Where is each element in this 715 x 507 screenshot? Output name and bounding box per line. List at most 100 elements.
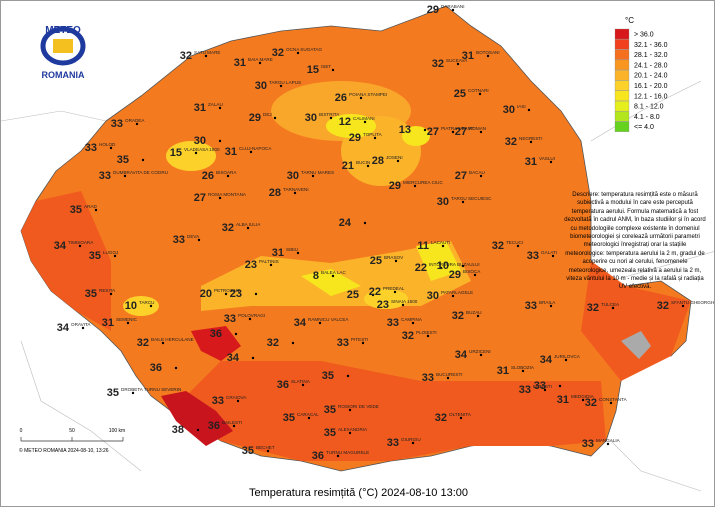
station-value: 33 xyxy=(519,384,531,396)
station-name: MEDGIDIA xyxy=(571,394,595,399)
station-value: 35 xyxy=(324,404,336,416)
station-dot xyxy=(81,326,85,330)
station-value: 15 xyxy=(170,147,182,159)
station-value: 22 xyxy=(415,262,427,274)
legend-swatch xyxy=(614,111,630,122)
legend-label: 8.1 - 12.0 xyxy=(634,104,664,111)
station-value: 32 xyxy=(657,300,669,312)
station-dot xyxy=(529,140,533,144)
station-dot xyxy=(564,358,568,362)
station-name: MANGALIA xyxy=(596,438,621,443)
legend-swatch xyxy=(614,80,630,91)
station-dot xyxy=(269,263,273,267)
station-value: 34 xyxy=(455,349,468,361)
station-value: 30 xyxy=(437,196,449,208)
station-dot xyxy=(336,454,340,458)
station-name: PLOIESTI xyxy=(416,330,437,335)
station-dot xyxy=(113,254,117,258)
station-dot xyxy=(226,174,230,178)
station-dot xyxy=(359,96,363,100)
station-value: 33 xyxy=(525,300,537,312)
station-name: CRAIOVA xyxy=(226,395,247,400)
station-value: 23 xyxy=(377,299,389,311)
station-value: 33 xyxy=(212,395,224,407)
station-value: 32 xyxy=(505,136,517,148)
station-value: 10 xyxy=(437,260,449,272)
station-name: BRASOV xyxy=(384,255,404,260)
station-value: 11 xyxy=(417,240,429,252)
station-value: 33 xyxy=(337,337,349,349)
station-name: ZALAU xyxy=(208,102,223,107)
station-value: 34 xyxy=(57,322,70,334)
legend-swatch xyxy=(614,90,630,101)
station-dot xyxy=(521,369,525,373)
station-dot xyxy=(394,259,398,263)
station-dot xyxy=(479,174,483,178)
station-dot xyxy=(109,146,113,150)
station-dot xyxy=(606,442,610,446)
station-dot xyxy=(318,321,322,325)
station-dot xyxy=(527,108,531,112)
station-value: 25 xyxy=(370,255,382,267)
station-value: 29 xyxy=(427,4,439,16)
station-name: ROMAN xyxy=(469,126,486,131)
station-value: 23 xyxy=(245,259,257,271)
station-value: 30 xyxy=(255,80,267,92)
station-name: TARGU LAPUS xyxy=(269,80,301,85)
station-value: 32 xyxy=(180,50,192,62)
station-value: 29 xyxy=(249,112,261,124)
station-dot xyxy=(251,356,255,360)
station-dot xyxy=(293,191,297,195)
station-dot xyxy=(461,200,465,204)
station-dot xyxy=(363,120,367,124)
station-value: 35 xyxy=(117,154,129,166)
station-name: PATARLAGELE xyxy=(441,290,473,295)
legend-label: 12.1 - 16.0 xyxy=(634,93,668,100)
station-value: 29 xyxy=(349,132,361,144)
station-name: BISOCA xyxy=(463,269,481,274)
station-value: 31 xyxy=(102,317,114,329)
station-value: 23 xyxy=(230,288,242,300)
station-dot xyxy=(301,383,305,387)
station-dot xyxy=(611,306,615,310)
station-name: BISTRITA xyxy=(319,112,340,117)
legend-swatch xyxy=(614,28,630,40)
station-name: TULCEA xyxy=(601,302,620,307)
station-value: 36 xyxy=(312,450,324,462)
station-dot xyxy=(248,317,252,321)
station-dot xyxy=(149,304,153,308)
station-dot xyxy=(135,122,139,126)
station-value: 35 xyxy=(89,250,101,262)
station-name: DEVA xyxy=(187,234,200,239)
station-name: POIANA STAMPEI xyxy=(349,92,387,97)
station-value: 22 xyxy=(369,286,381,298)
station-name: FETESTI xyxy=(533,384,552,389)
station-value: 32 xyxy=(492,240,504,252)
station-name: LACAUTI xyxy=(431,240,450,245)
station-value: 36 xyxy=(210,328,222,340)
station-name: CALIMANI xyxy=(353,116,375,121)
station-dot xyxy=(451,8,455,12)
station-dot xyxy=(516,244,520,248)
station-name: HOLOD xyxy=(99,142,116,147)
station-value: 26 xyxy=(202,170,214,182)
station-dot xyxy=(361,341,365,345)
station-value: 34 xyxy=(540,354,553,366)
station-dot xyxy=(396,159,400,163)
station-value: 20 xyxy=(200,288,212,300)
station-value: 31 xyxy=(462,50,474,62)
station-value: 33 xyxy=(534,380,546,392)
legend-label: 24.1 - 28.0 xyxy=(634,62,668,69)
station-dot xyxy=(291,341,295,345)
station-name: CAMPINA xyxy=(401,317,423,322)
station-dot xyxy=(273,116,277,120)
station-value: 15 xyxy=(307,64,319,76)
station-name: TARNU MARES xyxy=(301,170,334,175)
station-value: 32 xyxy=(587,302,599,314)
station-value: 27 xyxy=(194,192,206,204)
station-name: TARGU SECUIESC xyxy=(451,196,492,201)
station-value: 34 xyxy=(54,240,67,252)
station-name: ARAD xyxy=(84,204,97,209)
station-value: 31 xyxy=(557,394,569,406)
